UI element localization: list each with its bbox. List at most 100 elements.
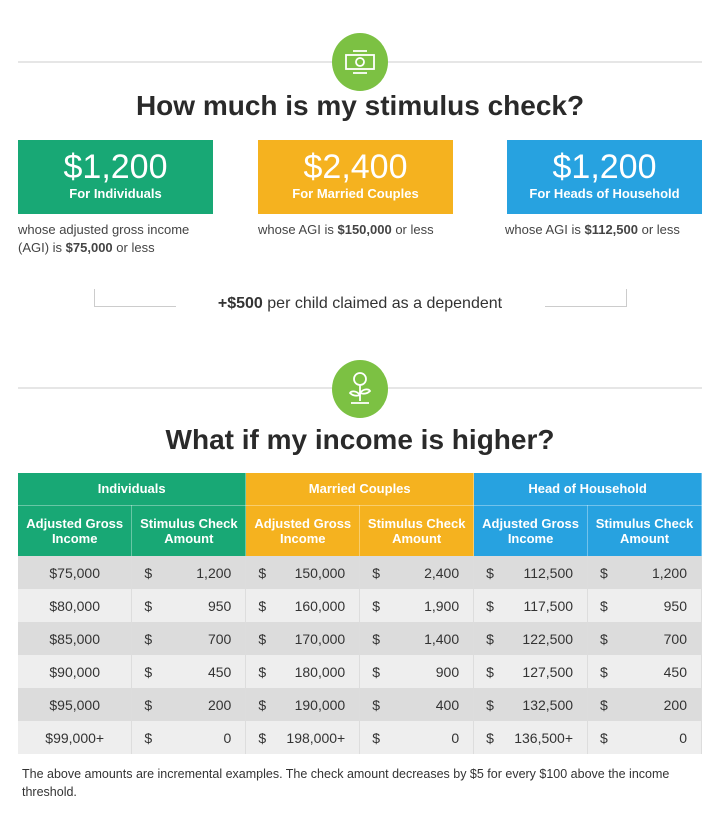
group-header: Head of Household: [473, 473, 702, 506]
amount: 950: [663, 597, 687, 614]
amount: 180,000: [294, 663, 346, 680]
currency-symbol: $: [486, 564, 494, 581]
amount: 2,400: [424, 564, 460, 581]
column-header: Adjusted Gross Income: [18, 505, 133, 556]
amount: 1,200: [196, 564, 232, 581]
currency-symbol: $: [144, 663, 153, 680]
table-cell: $0: [587, 721, 702, 754]
amount: 127,500: [522, 663, 574, 680]
table-cell: $132,500: [473, 688, 589, 721]
money-plant-icon: [332, 360, 388, 418]
table-cell: $900: [359, 655, 475, 688]
footnote: The above amounts are incremental exampl…: [22, 767, 670, 799]
table-row: $85,000 $700 $170,000 $1,400 $122,500 $700: [18, 622, 702, 655]
currency-symbol: $: [144, 564, 153, 581]
table-cell: $700: [131, 622, 247, 655]
table-row: $80,000 $950 $160,000 $1,900 $117,500 $950: [18, 589, 702, 622]
amount: 170,000: [294, 630, 346, 647]
table-cell: $2,400: [359, 556, 475, 589]
table-cell: $1,200: [587, 556, 702, 589]
section-title: How much is my stimulus check?: [135, 90, 585, 121]
amount: 1,200: [651, 564, 687, 581]
table-cell: $136,500+: [473, 721, 589, 754]
column-header: Stimulus Check Amount: [359, 505, 475, 556]
bracket-left: [94, 289, 176, 307]
amount: $1,200: [63, 148, 168, 186]
table-cell: $0: [359, 721, 475, 754]
group-header: Married Couples: [245, 473, 475, 506]
amount: 950: [207, 597, 232, 614]
amount: 198,000+: [286, 729, 346, 746]
table-row: $75,000 $1,200 $150,000 $2,400 $112,500 $1,20…: [18, 556, 702, 589]
currency-symbol: $: [144, 696, 153, 713]
table-cell: $950: [587, 589, 702, 622]
currency-symbol: $: [600, 696, 608, 713]
amount: 0: [679, 729, 687, 746]
table-cell: $1,400: [359, 622, 475, 655]
married-box: $2,400 For Married Couples: [258, 140, 453, 214]
table-row: $99,000+ $0 $198,000+ $0 $136,500+ $0: [18, 721, 702, 754]
currency-symbol: $: [258, 597, 267, 614]
currency-symbol: $: [486, 597, 494, 614]
amount: 0: [223, 729, 232, 746]
table-cell: $0: [131, 721, 247, 754]
individuals-desc: whose adjusted gross income (AGI) is $75…: [18, 222, 190, 255]
currency-symbol: $: [372, 597, 381, 614]
table-cell: $450: [587, 655, 702, 688]
column-header: Adjusted Gross Income: [245, 505, 361, 556]
table-cell: $75,000: [18, 556, 133, 589]
currency-symbol: $: [258, 696, 267, 713]
amount: 132,500: [522, 696, 574, 713]
label: For Heads of Household: [529, 186, 680, 201]
table-cell: $99,000+: [18, 721, 133, 754]
table-cell: $80,000: [18, 589, 133, 622]
amount: 450: [663, 663, 687, 680]
currency-symbol: $: [144, 729, 153, 746]
table-cell: $1,900: [359, 589, 475, 622]
currency-symbol: $: [486, 696, 494, 713]
bracket-right: [545, 289, 627, 307]
currency-symbol: $: [600, 729, 608, 746]
table-cell: $190,000: [245, 688, 361, 721]
table-cell: $400: [359, 688, 475, 721]
table-cell: $200: [587, 688, 702, 721]
table-cell: $950: [131, 589, 247, 622]
amount: 122,500: [522, 630, 574, 647]
currency-symbol: $: [600, 564, 608, 581]
married-desc: whose AGI is $150,000 or less: [258, 222, 434, 237]
table-cell: $127,500: [473, 655, 589, 688]
label: For Individuals: [69, 186, 162, 201]
amount: 700: [663, 630, 687, 647]
currency-symbol: $: [486, 729, 494, 746]
currency-symbol: $: [258, 564, 267, 581]
table-cell: $198,000+: [245, 721, 361, 754]
amount: 200: [663, 696, 687, 713]
currency-symbol: $: [372, 696, 381, 713]
amount: 900: [435, 663, 460, 680]
child-bonus-note: +$500 per child claimed as a dependent: [217, 295, 503, 312]
amount: 700: [207, 630, 232, 647]
section-title: What if my income is higher?: [165, 424, 555, 455]
group-header: Individuals: [18, 473, 247, 506]
table-cell: $85,000: [18, 622, 133, 655]
head-of-household-box: $1,200 For Heads of Household: [507, 140, 702, 214]
amount: 1,900: [424, 597, 460, 614]
amount: 1,400: [424, 630, 460, 647]
column-header: Adjusted Gross Income: [473, 505, 589, 556]
amount: $2,400: [303, 148, 408, 186]
currency-symbol: $: [372, 729, 381, 746]
table-cell: $180,000: [245, 655, 361, 688]
table-cell: $450: [131, 655, 247, 688]
table-cell: $160,000: [245, 589, 361, 622]
table-cell: $112,500: [473, 556, 589, 589]
amount: 112,500: [523, 564, 574, 581]
label: For Married Couples: [292, 186, 419, 201]
currency-symbol: $: [258, 630, 267, 647]
table-cell: $170,000: [245, 622, 361, 655]
column-header: Stimulus Check Amount: [131, 505, 247, 556]
table-cell: $700: [587, 622, 702, 655]
amount: 190,000: [294, 696, 346, 713]
currency-symbol: $: [372, 564, 381, 581]
amount: 200: [207, 696, 232, 713]
column-header: Stimulus Check Amount: [587, 505, 702, 556]
